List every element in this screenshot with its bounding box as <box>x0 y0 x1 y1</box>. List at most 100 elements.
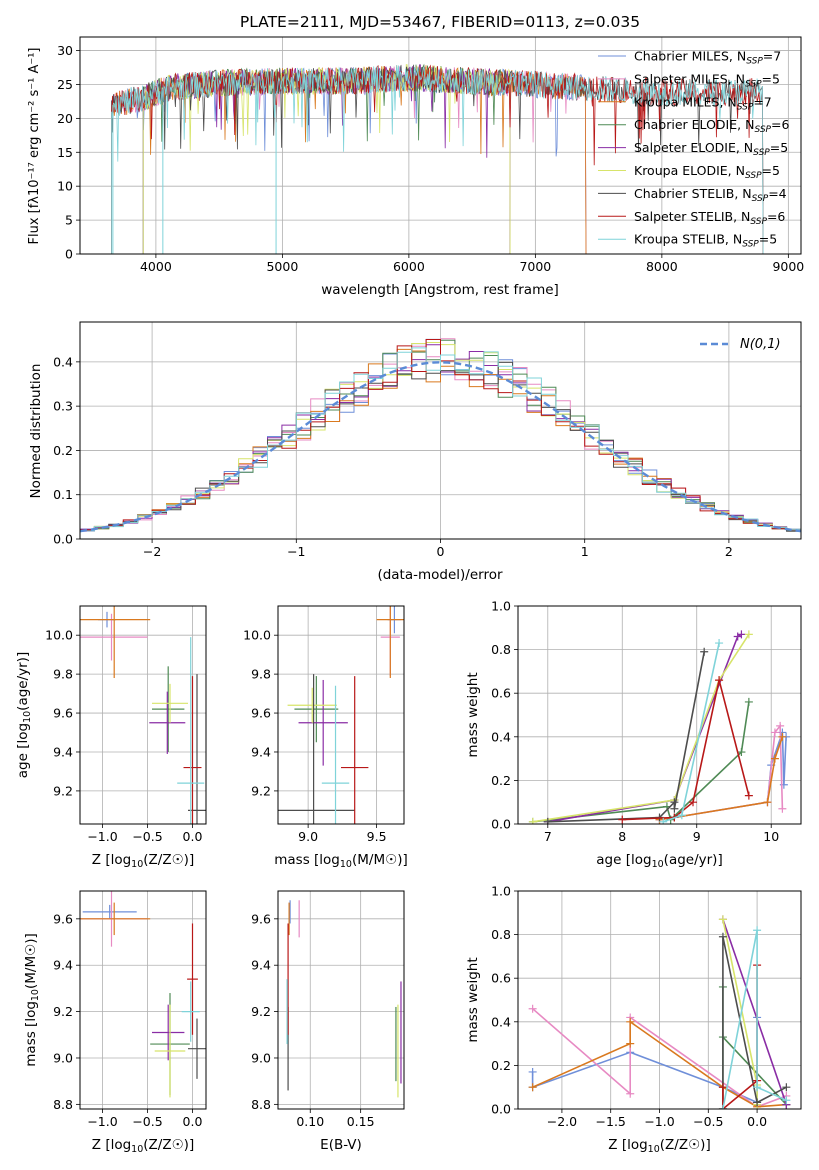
plot-area <box>528 915 791 1109</box>
legend-end: =7 <box>753 94 771 109</box>
errorbar-point <box>80 613 148 661</box>
x-tick-label: 0.0 <box>183 829 203 844</box>
errorbar-point <box>82 904 137 919</box>
legend-main: Kroupa STELIB, N <box>634 232 742 247</box>
x-tick-label: 4000 <box>140 259 172 274</box>
plot-area <box>528 630 791 824</box>
legend-end: =7 <box>763 49 781 64</box>
x-tick-label: −1.0 <box>87 829 117 844</box>
errorbar-point <box>80 606 151 679</box>
x-tick-label: 9000 <box>772 259 804 274</box>
label-end: (Z/Z☉)] <box>143 852 194 868</box>
errorbar-point <box>321 685 350 824</box>
weight-marker <box>744 791 753 800</box>
y-tick-label: 9.2 <box>251 783 271 798</box>
x-tick-label: 7000 <box>519 259 551 274</box>
weight-marker <box>700 647 709 656</box>
errorbar-point <box>149 691 186 754</box>
x-axis-label: wavelength [Angstrom, rest frame] <box>321 282 559 298</box>
weight-line <box>722 919 788 1105</box>
y-tick-label: 0.2 <box>53 443 73 458</box>
y-tick-label: 1.0 <box>491 599 511 614</box>
plot-area <box>111 63 764 254</box>
x-tick-label: −1 <box>287 544 305 559</box>
y-tick-label: 9.4 <box>53 744 73 759</box>
y-tick-label: 9.6 <box>53 911 73 926</box>
y-tick-label: 9.2 <box>251 1004 271 1019</box>
y-tick-label: 0.4 <box>491 729 511 744</box>
weight-marker <box>689 798 698 807</box>
legend-end: =6 <box>771 117 789 132</box>
y-axis-label: mass weight <box>465 957 481 1042</box>
axes-mass_EBV: 0.10 0.15 8.8 9.0 9.2 9.4 9.6 E(B-V) <box>251 890 405 1153</box>
x-axis-label: age [log10(age/yr)] <box>596 852 722 870</box>
gaussian-curve <box>80 361 801 533</box>
label-end: (age/yr)] <box>15 652 31 711</box>
plot-area <box>80 606 206 824</box>
y-tick-label: 0.2 <box>491 773 511 788</box>
y-tick-label: 9.6 <box>251 911 271 926</box>
weight-line <box>722 930 787 1109</box>
x-tick-label: 0.10 <box>296 1114 324 1129</box>
legend-main: Salpeter STELIB, N <box>634 209 750 224</box>
x-tick-label: 0.15 <box>347 1114 375 1129</box>
histogram-step <box>80 339 801 531</box>
plot-area <box>80 338 801 533</box>
x-tick-label: 1 <box>581 544 589 559</box>
errorbar-point <box>341 676 369 824</box>
legend-main: Salpeter MILES, N <box>634 71 745 86</box>
histogram-step <box>80 347 801 532</box>
errorbar-point <box>80 902 151 936</box>
weight-marker <box>626 1039 635 1048</box>
label-main: Z [log <box>92 1137 131 1153</box>
y-tick-label: 9.4 <box>53 958 73 973</box>
legend-end: =4 <box>768 186 786 201</box>
weight-line <box>722 965 758 1109</box>
y-tick-label: 30 <box>57 43 73 58</box>
y-tick-label: 0.2 <box>491 1058 511 1073</box>
legend-label: Chabrier ELODIE, NSSP=6 <box>634 117 789 135</box>
y-axis-label: mass [log10(M/M☉)] <box>23 933 41 1066</box>
y-tick-label: 0.1 <box>53 487 73 502</box>
weight-marker <box>528 1004 537 1013</box>
legend-end: =6 <box>767 209 785 224</box>
x-tick-label: 7 <box>544 829 552 844</box>
x-tick-label: 0.0 <box>747 1114 767 1129</box>
y-tick-label: 0.6 <box>491 971 511 986</box>
weight-marker <box>528 1083 537 1092</box>
weight-marker <box>770 754 779 763</box>
weight-marker <box>776 721 785 730</box>
y-axis-label: age [log10(age/yr)] <box>15 652 33 778</box>
y-tick-label: 0.0 <box>491 1102 511 1117</box>
chart-title: PLATE=2111, MJD=53467, FIBERID=0113, z=0… <box>240 13 640 31</box>
weight-marker <box>718 932 727 941</box>
y-tick-label: 8.8 <box>53 1097 73 1112</box>
label-main: Z [log <box>608 1137 647 1153</box>
errorbar-point <box>376 606 404 679</box>
y-tick-label: 10.0 <box>45 628 73 643</box>
y-tick-label: 20 <box>57 111 73 126</box>
x-tick-label: −0.5 <box>132 829 162 844</box>
histogram-step <box>80 348 801 531</box>
y-tick-label: 25 <box>57 77 73 92</box>
y-tick-label: 9.4 <box>251 958 271 973</box>
y-tick-label: 8.8 <box>251 1097 271 1112</box>
y-axis-label: Flux [fλ10⁻¹⁷ erg cm⁻² s⁻¹ A⁻¹] <box>27 48 42 245</box>
errorbar-point <box>278 674 355 824</box>
x-axis-label: Z [log10(Z/Z☉)] <box>92 852 194 870</box>
y-tick-label: 0.0 <box>491 817 511 832</box>
errorbar-point <box>183 676 202 824</box>
axes-frame <box>79 36 802 255</box>
weight-marker <box>715 676 724 685</box>
y-tick-label: 0.3 <box>53 399 73 414</box>
label-end: (M/M☉)] <box>23 933 39 989</box>
weight-marker <box>718 1083 727 1092</box>
weight-marker <box>763 798 772 807</box>
label-sub: 10 <box>131 1144 143 1155</box>
weight-marker <box>753 1083 762 1092</box>
y-tick-label: 0 <box>65 247 73 262</box>
histogram-step <box>80 361 801 532</box>
y-tick-label: 0.4 <box>491 1014 511 1029</box>
x-tick-label: 0 <box>437 544 445 559</box>
